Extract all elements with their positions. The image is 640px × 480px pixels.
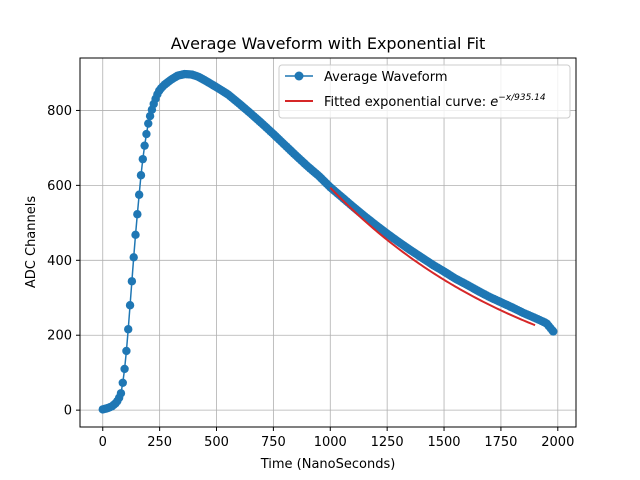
waveform-point: [140, 141, 149, 150]
fit-line: [329, 187, 536, 327]
axes-frame: [79, 57, 577, 428]
waveform-point: [144, 119, 153, 128]
x-tick-label: 1000: [314, 435, 347, 450]
chart-title: Average Waveform with Exponential Fit: [171, 34, 486, 53]
waveform-point: [131, 230, 140, 240]
legend-fit-label-base: e: [490, 95, 498, 110]
waveform-point: [129, 253, 138, 262]
legend-box: [278, 64, 571, 119]
y-tick-label: 600: [47, 179, 72, 194]
waveform-point: [138, 154, 147, 164]
x-axis-label: Time (NanoSeconds): [260, 457, 396, 472]
waveform-point: [145, 111, 155, 121]
y-tick-label: 800: [47, 104, 72, 119]
legend-waveform-label: Average Waveform: [324, 70, 448, 85]
x-tick-label: 1250: [371, 435, 404, 450]
waveform-point: [134, 190, 144, 199]
waveform-point: [127, 277, 137, 286]
y-tick-label: 200: [47, 329, 72, 344]
ticks: 0 250 500 750 1000 1250 1500 1750 2000 0 200 400 600…: [47, 104, 574, 450]
x-tick-label: 2000: [541, 435, 574, 450]
y-axis-label: ADC Channels: [24, 196, 39, 288]
waveform-point: [124, 325, 133, 334]
legend: Average Waveform Fitted exponential curv…: [278, 64, 571, 119]
waveform-point: [136, 171, 146, 180]
waveform-point: [133, 210, 142, 219]
x-tick-label: 0: [99, 435, 107, 450]
y-tick-label: 400: [47, 254, 72, 269]
waveform-point: [118, 378, 127, 387]
legend-fit-label-prefix: Fitted exponential curve:: [324, 95, 490, 110]
legend-fit-label-exponent: −x/935.14: [498, 93, 546, 103]
waveform-point: [549, 327, 558, 336]
legend-waveform-marker: [294, 71, 304, 81]
y-tick-label: 0: [64, 404, 72, 419]
x-tick-label: 500: [204, 435, 229, 450]
x-tick-label: 1750: [484, 435, 517, 450]
legend-fit-label: Fitted exponential curve: e−x/935.14: [324, 93, 546, 110]
x-tick-label: 1500: [427, 435, 460, 450]
waveform-point: [122, 346, 131, 356]
x-tick-label: 750: [261, 435, 286, 450]
plot-area: [98, 69, 558, 414]
x-tick-label: 250: [147, 435, 172, 450]
waveform-point: [125, 301, 135, 310]
waveform-point: [120, 364, 129, 374]
waveform-point: [142, 129, 151, 139]
waveform-point: [116, 389, 126, 398]
